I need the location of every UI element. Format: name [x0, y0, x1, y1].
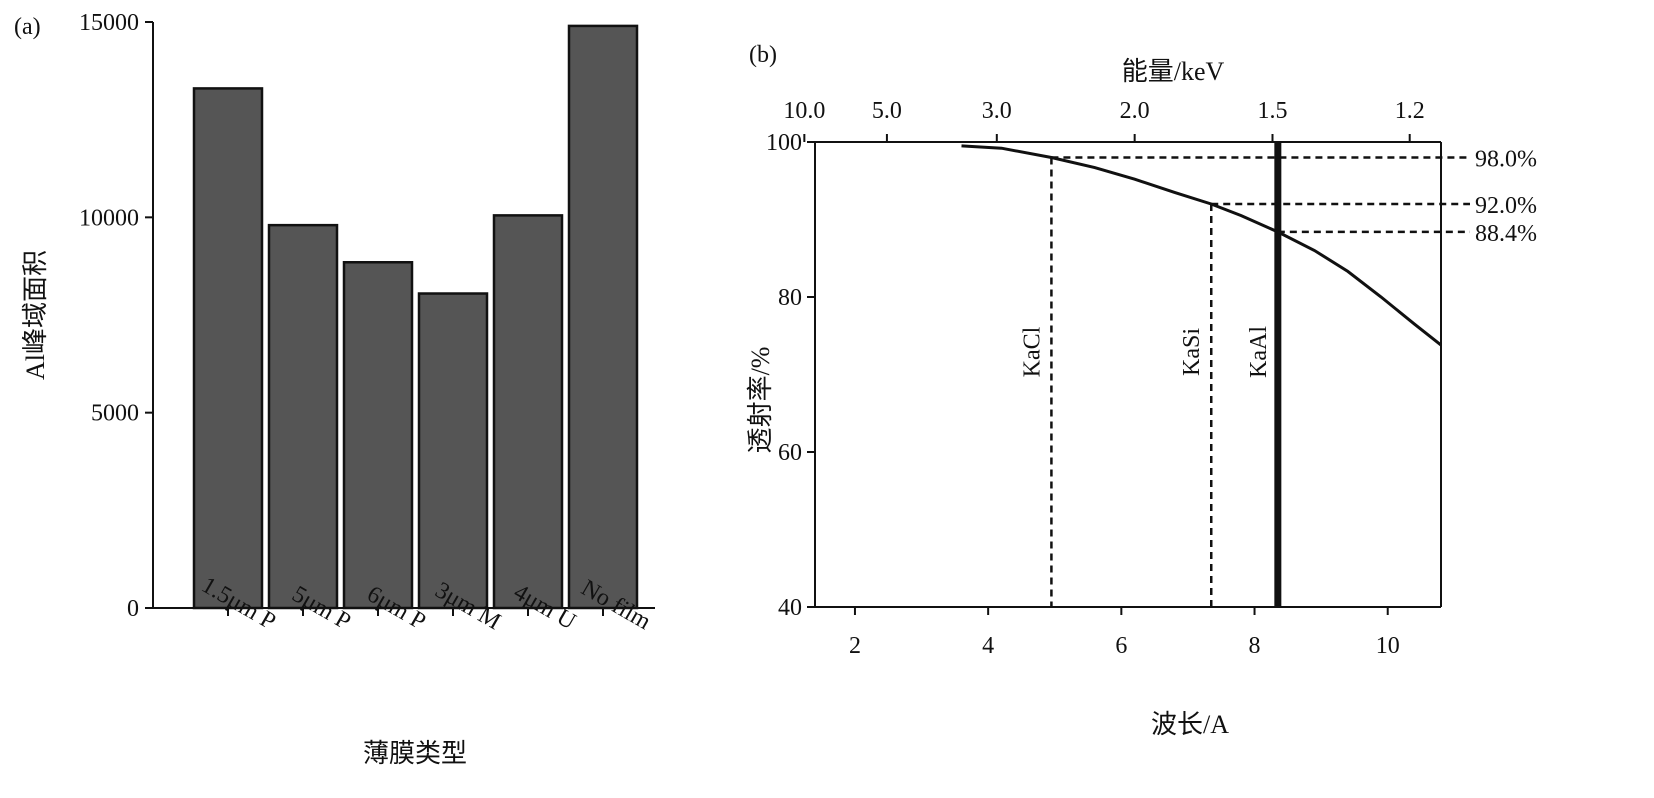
panel-a-bars [192, 24, 639, 610]
top-x-tick-label: 5.0 [872, 98, 902, 124]
panel-b-label: (b) [749, 42, 777, 68]
panel-b-top-x-ticks: 10.0 5.0 3.0 2.0 1.5 1.2 [783, 98, 1425, 142]
y-tick-label: 40 [778, 595, 802, 621]
top-x-tick-label: 2.0 [1120, 98, 1150, 124]
top-x-tick-label: 1.5 [1258, 98, 1288, 124]
top-x-tick-label: 3.0 [982, 98, 1012, 124]
bar [417, 292, 489, 610]
panel-b-y-axis-title: 透射率/% [746, 347, 775, 454]
hline-label: 98.0% [1475, 147, 1537, 173]
top-x-tick-label: 10.0 [783, 98, 825, 124]
top-x-tick-label: 1.2 [1395, 98, 1425, 124]
panel-b-x-ticks: 2 4 6 8 10 [849, 607, 1400, 659]
bar [342, 261, 414, 610]
bar [192, 87, 264, 610]
panel-b-reference-lines: KaCl KaSi KaAl 98.0% 92.0%88.4% [1019, 142, 1537, 607]
y-tick-label: 15000 [79, 10, 139, 36]
panel-b-series [961, 144, 1442, 347]
bar [267, 223, 339, 610]
panel-b-line-chart: (b) 能量/keV 40 60 80 100 2 4 6 8 10 10.0 5.0 3.0 2.… [746, 42, 1537, 739]
panel-a-x-axis-title: 薄膜类型 [363, 739, 467, 768]
panel-b-axes [814, 141, 1442, 608]
transmittance-curve [961, 144, 1442, 347]
x-tick-label: 4 [982, 633, 994, 659]
x-tick-label: 10 [1376, 633, 1400, 659]
hline-label: 92.0% [1475, 193, 1537, 219]
hline-label: 88.4% [1475, 221, 1537, 247]
x-tick-label: 6 [1115, 633, 1127, 659]
y-tick-label: 80 [778, 285, 802, 311]
vline-label-kaal: KaAl [1246, 326, 1272, 378]
y-tick-label: 0 [127, 596, 139, 622]
bar [567, 24, 639, 610]
panel-a-y-ticks: 0 5000 10000 15000 [79, 10, 153, 622]
x-tick-label: 2 [849, 633, 861, 659]
panel-b-y-ticks: 40 60 80 100 [766, 130, 815, 621]
y-tick-label: 10000 [79, 205, 139, 231]
vline-label-kasi: KaSi [1179, 328, 1205, 376]
y-tick-label: 60 [778, 440, 802, 466]
y-tick-label: 100 [766, 130, 802, 156]
y-tick-label: 5000 [91, 401, 139, 427]
panel-a-label: (a) [14, 14, 41, 40]
vline-label-kacl: KaCl [1019, 326, 1045, 377]
panel-a-axes [152, 22, 655, 609]
x-tick-label: 8 [1249, 633, 1261, 659]
panel-b-top-axis-title: 能量/keV [1122, 57, 1225, 86]
panel-b-x-axis-title: 波长/A [1151, 710, 1229, 739]
bar [492, 214, 564, 610]
panel-a-y-axis-title: Al峰域面积 [21, 250, 50, 380]
